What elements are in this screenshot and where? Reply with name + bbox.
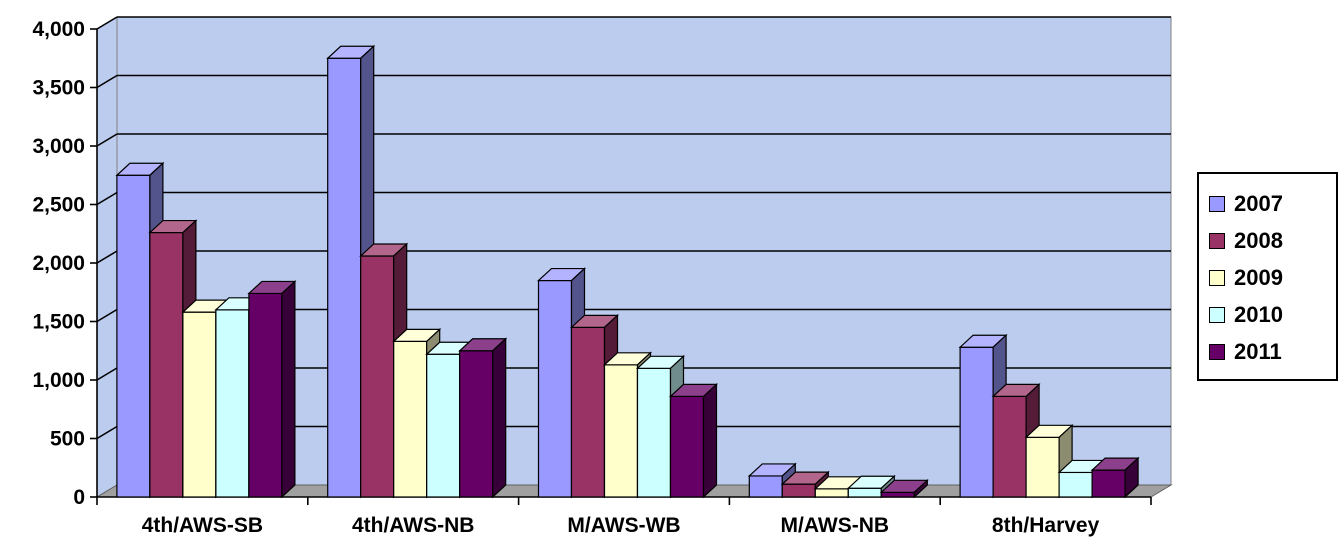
gridline-side [96, 367, 118, 381]
bar-2007-4 [958, 333, 1008, 499]
legend-item-2010: 2010 [1209, 300, 1283, 330]
y-tick-label: 2,000 [32, 252, 85, 275]
bar-2011-4 [1090, 456, 1140, 499]
legend-label-2008: 2008 [1234, 228, 1283, 253]
bar-2011-2 [668, 383, 719, 499]
gridline-side [96, 74, 118, 89]
legend-label-2011: 2011 [1234, 339, 1282, 364]
legend-item-2008: 2008 [1209, 226, 1283, 256]
y-tick-label: 0 [73, 486, 85, 509]
y-tick-label: 3,500 [32, 77, 85, 100]
x-category-label: 8th/Harvey [992, 514, 1100, 537]
gridline-side [96, 308, 118, 323]
bar-2011-3 [879, 478, 929, 499]
gridline-side [96, 425, 118, 440]
y-tick-label: 1,000 [32, 369, 85, 392]
bar-2011-1 [458, 337, 508, 499]
x-category-label: 4th/AWS-SB [142, 514, 263, 537]
legend-label-2007: 2007 [1234, 191, 1283, 216]
y-tick-label: 500 [50, 428, 85, 451]
y-tick-label: 2,500 [32, 194, 85, 217]
x-axis-category-labels: 4th/AWS-SB 4th/AWS-NB M/AWS-WB M/AWS-NB 8th/… [142, 514, 1100, 537]
bar-2011-0 [247, 280, 297, 499]
y-tick-label: 4,000 [32, 18, 85, 41]
legend: 2007 2008 2009 2010 2011 [1197, 172, 1338, 381]
legend-swatch-2008 [1209, 233, 1225, 249]
legend-item-2009: 2009 [1209, 263, 1283, 293]
gridline-side [96, 250, 118, 264]
y-axis-tick-labels: 0 500 1,000 1,500 2,000 2,500 3,000 3,500 4,000 [32, 18, 85, 509]
gridline-side [96, 191, 118, 206]
x-category-label: M/AWS-NB [781, 514, 890, 537]
legend-swatch-2010 [1209, 307, 1225, 323]
y-tick-label: 1,500 [32, 311, 85, 334]
legend-item-2007: 2007 [1209, 189, 1283, 219]
x-category-label: M/AWS-WB [567, 514, 680, 537]
x-category-label: 4th/AWS-NB [352, 514, 475, 537]
legend-swatch-2011 [1209, 344, 1225, 360]
y-tick-label: 3,000 [32, 135, 85, 158]
gridline-side [96, 16, 118, 30]
legend-swatch-2007 [1209, 196, 1225, 212]
legend-swatch-2009 [1209, 270, 1225, 286]
legend-item-2011: 2011 [1209, 337, 1282, 367]
bars [115, 44, 1140, 499]
legend-label-2010: 2010 [1234, 302, 1283, 327]
legend-label-2009: 2009 [1234, 265, 1283, 290]
gridline-side [96, 133, 118, 147]
